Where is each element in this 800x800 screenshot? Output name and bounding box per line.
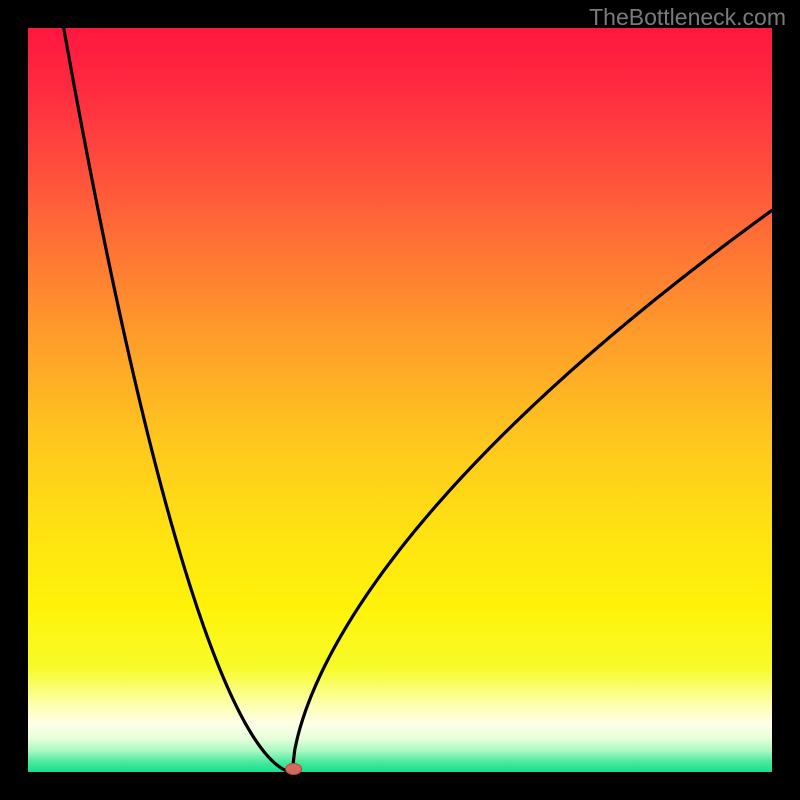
watermark-text: TheBottleneck.com bbox=[589, 4, 786, 31]
optimum-marker bbox=[286, 764, 302, 775]
bottleneck-chart bbox=[0, 0, 800, 800]
